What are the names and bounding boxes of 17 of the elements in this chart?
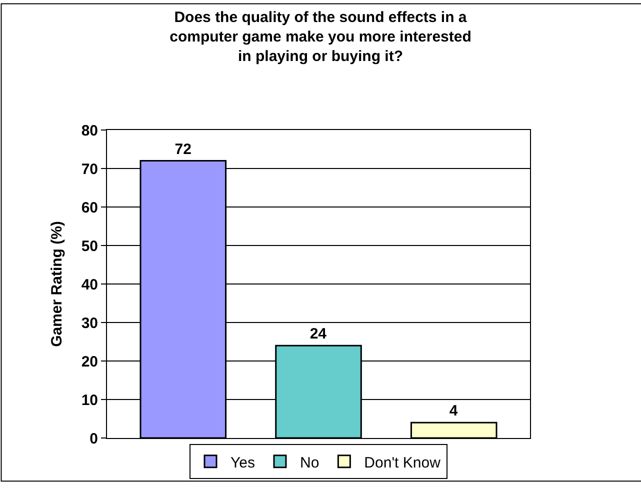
data-label: 24 xyxy=(310,326,328,343)
y-tick-label: 10 xyxy=(81,392,98,409)
legend-label: Yes xyxy=(230,454,255,472)
y-tick-label: 80 xyxy=(81,122,98,140)
y-axis-title: Gamer Rating (%) xyxy=(48,221,66,347)
y-tick-label: 60 xyxy=(81,199,98,216)
legend-label: No xyxy=(300,454,320,472)
y-tick-label: 40 xyxy=(81,276,98,294)
y-tick-label: 70 xyxy=(81,160,98,178)
data-label: 72 xyxy=(174,140,192,158)
y-tick-label: 50 xyxy=(81,238,98,255)
data-label: 4 xyxy=(449,402,458,420)
y-tick-label: 30 xyxy=(81,314,98,332)
legend-label: Don't Know xyxy=(364,454,441,472)
y-tick-label: 0 xyxy=(90,430,98,448)
chart-title: Does the quality of the sound effects in a computer game make you more interested in playing or buying it? xyxy=(170,9,472,66)
y-tick-label: 20 xyxy=(81,353,98,370)
